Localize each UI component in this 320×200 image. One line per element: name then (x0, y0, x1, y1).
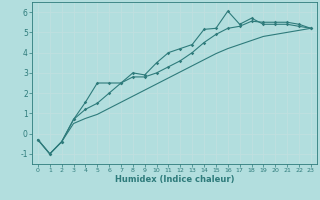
X-axis label: Humidex (Indice chaleur): Humidex (Indice chaleur) (115, 175, 234, 184)
